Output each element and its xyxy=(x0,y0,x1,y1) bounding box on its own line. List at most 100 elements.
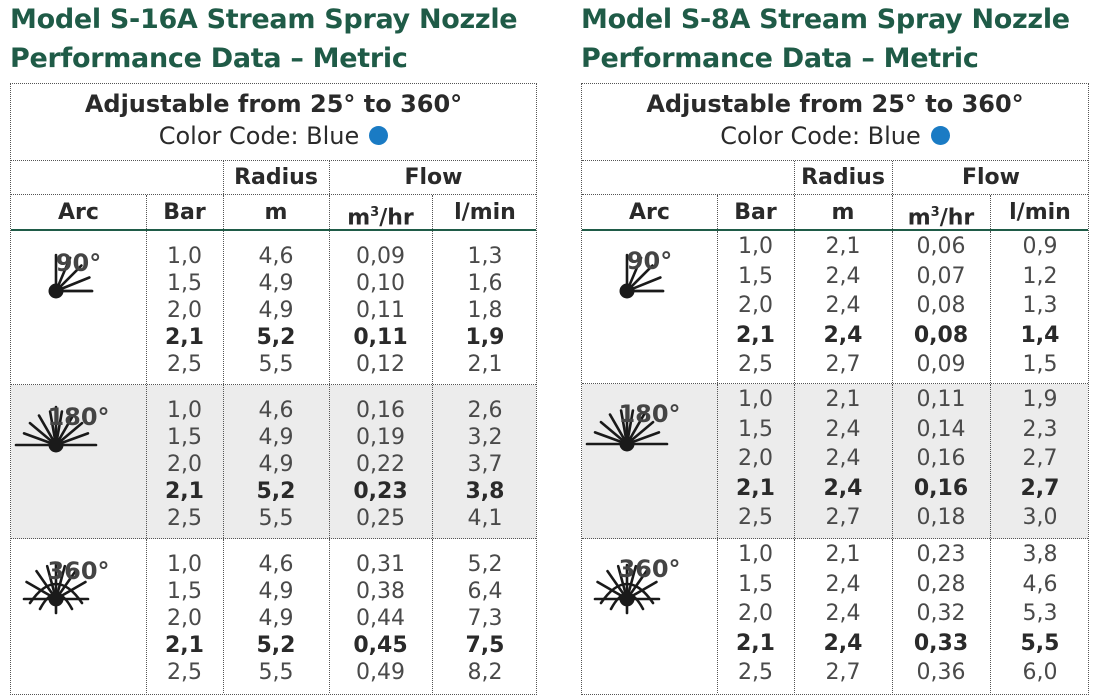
bar-value: 2,0 xyxy=(167,298,202,323)
flow-m3hr-value: 0,10 xyxy=(356,271,405,296)
bar-value: 1,5 xyxy=(738,571,773,597)
column-header-row: Arc Bar m m3/hr l/min xyxy=(582,195,1088,231)
radius-value: 2,4 xyxy=(823,322,863,348)
flow-lmin-value: 3,8 xyxy=(465,479,505,504)
flow-m3hr-value: 0,22 xyxy=(356,452,405,477)
radius-value: 5,2 xyxy=(256,633,296,658)
column-group-header-row: Radius Flow xyxy=(582,161,1088,195)
flow-lmin-value: 5,2 xyxy=(467,552,503,577)
radius-value: 2,4 xyxy=(825,571,861,597)
radius-value: 2,4 xyxy=(823,630,863,656)
half-arc-icon xyxy=(585,404,669,452)
column-divider xyxy=(223,161,224,194)
radius-value: 2,4 xyxy=(825,416,861,442)
column-divider xyxy=(794,195,795,229)
flow-lmin-value: 1,3 xyxy=(467,244,503,269)
column-divider xyxy=(223,231,224,384)
s16a-title-block: Model S-16A Stream Spray Nozzle Performa… xyxy=(10,0,537,80)
column-divider xyxy=(432,195,433,229)
quarter-arc-icon xyxy=(48,253,94,299)
bar-value: 1,5 xyxy=(167,271,202,296)
radius-value: 4,6 xyxy=(258,244,294,269)
column-divider xyxy=(329,195,330,229)
column-divider xyxy=(717,384,718,538)
arc-group-360: 360° 1,0 2,1 0,23 3,8 1,5 2,4 0,28 4,6 2,0 2,4 0,32… xyxy=(582,539,1088,693)
radius-value: 2,4 xyxy=(825,601,861,626)
radius-m-column-header: m xyxy=(264,200,288,225)
bar-value: 1,0 xyxy=(738,234,773,259)
flow-m3hr-value: 0,23 xyxy=(916,542,966,567)
bar-value: 2,0 xyxy=(738,293,773,318)
arc-degree-label: 360° xyxy=(618,555,681,583)
flow-m3hr-value: 0,09 xyxy=(356,244,405,269)
column-divider xyxy=(990,195,991,229)
column-divider xyxy=(892,384,893,538)
bar-value: 2,5 xyxy=(738,505,773,530)
m3hr-column-header: m3/hr xyxy=(892,195,990,231)
radius-m-column-header: m xyxy=(831,200,855,225)
flow-m3hr-value: 0,16 xyxy=(356,398,405,423)
flow-m3hr-value: 0,12 xyxy=(356,352,405,377)
column-divider xyxy=(794,384,795,538)
column-divider xyxy=(990,539,991,693)
bar-value: 1,0 xyxy=(738,542,773,567)
table-title-line2: Performance Data – Metric xyxy=(10,43,408,74)
bar-value: 1,0 xyxy=(167,398,202,423)
column-divider xyxy=(432,385,433,538)
radius-value: 4,9 xyxy=(258,452,294,477)
radius-value: 2,1 xyxy=(825,542,861,567)
flow-lmin-value: 1,8 xyxy=(467,298,503,323)
column-divider xyxy=(892,231,893,383)
column-divider xyxy=(892,195,893,229)
flow-lmin-value: 4,1 xyxy=(467,506,503,531)
flow-lmin-value: 2,6 xyxy=(467,398,503,423)
table-header: Adjustable from 25° to 360° Color Code: B… xyxy=(11,84,536,161)
flow-lmin-value: 3,0 xyxy=(1022,505,1058,530)
flow-m3hr-value: 0,09 xyxy=(916,352,966,377)
radius-value: 2,4 xyxy=(825,293,861,318)
radius-value: 2,4 xyxy=(823,475,863,501)
flow-m3hr-value: 0,45 xyxy=(353,633,408,658)
column-divider xyxy=(432,539,433,693)
radius-value: 2,1 xyxy=(825,234,861,259)
arc-degree-label: 180° xyxy=(47,403,110,431)
column-divider xyxy=(223,385,224,538)
radius-value: 2,4 xyxy=(825,263,861,289)
flow-m3hr-value: 0,36 xyxy=(916,660,966,685)
color-code-label: Color Code: Blue xyxy=(720,122,921,150)
radius-value: 5,2 xyxy=(256,479,296,504)
flow-m3hr-value: 0,16 xyxy=(913,475,969,501)
flow-m3hr-value: 0,11 xyxy=(356,298,405,323)
radius-value: 2,4 xyxy=(825,446,861,471)
m3hr-unit-base: m xyxy=(907,205,931,231)
flow-lmin-value: 1,6 xyxy=(467,271,503,296)
flow-m3hr-value: 0,11 xyxy=(353,325,408,350)
bar-value: 2,5 xyxy=(167,506,202,531)
radius-value: 5,5 xyxy=(258,506,294,531)
m3hr-unit-tail: /hr xyxy=(939,205,975,231)
color-code-line: Color Code: Blue xyxy=(11,117,536,150)
flow-m3hr-value: 0,19 xyxy=(356,425,405,450)
column-divider xyxy=(794,539,795,693)
flow-lmin-value: 1,4 xyxy=(1020,322,1060,348)
m3hr-unit-base: m xyxy=(347,205,371,231)
radius-value: 4,9 xyxy=(258,579,294,604)
flow-m3hr-value: 0,49 xyxy=(356,660,405,685)
radius-value: 5,2 xyxy=(256,325,296,350)
m3hr-unit-tail: /hr xyxy=(379,205,414,231)
flow-m3hr-value: 0,08 xyxy=(913,322,969,348)
arc-group-360: 360° 1,0 4,6 0,31 5,2 1,5 4,9 0,38 6,4 2,0 4,9 0,44… xyxy=(11,539,536,693)
column-header-row: Arc Bar m m3/hr l/min xyxy=(11,195,536,231)
s16a-performance-table: Adjustable from 25° to 360° Color Code: B… xyxy=(10,83,537,695)
arc-column-header: Arc xyxy=(629,200,670,225)
bar-value: 2,0 xyxy=(738,601,773,626)
flow-m3hr-value: 0,33 xyxy=(913,630,969,656)
flow-lmin-value: 4,6 xyxy=(1022,571,1058,597)
column-divider xyxy=(892,539,893,693)
flow-lmin-value: 2,1 xyxy=(467,352,503,377)
m3hr-unit-superscript: 3 xyxy=(930,205,940,220)
bar-value: 2,1 xyxy=(165,325,204,350)
bar-value: 2,5 xyxy=(738,660,773,685)
bar-value: 2,0 xyxy=(167,606,202,631)
column-divider xyxy=(432,231,433,384)
